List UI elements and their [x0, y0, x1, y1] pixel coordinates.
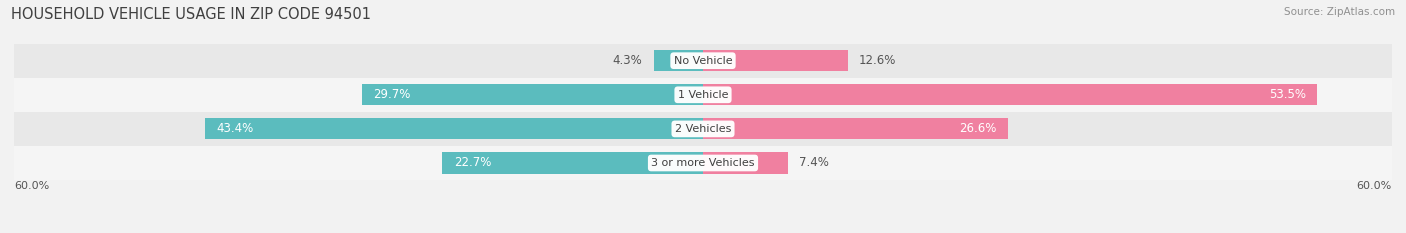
Bar: [703, 152, 787, 174]
Bar: [703, 50, 848, 71]
Bar: [14, 146, 1392, 180]
Text: 12.6%: 12.6%: [859, 54, 897, 67]
Text: No Vehicle: No Vehicle: [673, 56, 733, 66]
Bar: [14, 112, 1392, 146]
Legend: Owner-occupied, Renter-occupied: Owner-occupied, Renter-occupied: [578, 230, 828, 233]
Bar: [703, 118, 1008, 140]
Bar: [14, 44, 1392, 78]
Text: 4.3%: 4.3%: [613, 54, 643, 67]
Text: 60.0%: 60.0%: [14, 181, 49, 191]
Text: 43.4%: 43.4%: [217, 122, 253, 135]
Text: 7.4%: 7.4%: [800, 157, 830, 169]
Text: 3 or more Vehicles: 3 or more Vehicles: [651, 158, 755, 168]
Bar: [703, 84, 1317, 105]
Text: 1 Vehicle: 1 Vehicle: [678, 90, 728, 100]
Text: 29.7%: 29.7%: [374, 88, 411, 101]
Text: HOUSEHOLD VEHICLE USAGE IN ZIP CODE 94501: HOUSEHOLD VEHICLE USAGE IN ZIP CODE 9450…: [11, 7, 371, 22]
Text: 26.6%: 26.6%: [959, 122, 997, 135]
Text: 60.0%: 60.0%: [1357, 181, 1392, 191]
Text: Source: ZipAtlas.com: Source: ZipAtlas.com: [1284, 7, 1395, 17]
Text: 22.7%: 22.7%: [454, 157, 491, 169]
Bar: [205, 118, 703, 140]
Text: 53.5%: 53.5%: [1268, 88, 1306, 101]
Bar: [14, 78, 1392, 112]
Bar: [443, 152, 703, 174]
Bar: [654, 50, 703, 71]
Bar: [361, 84, 703, 105]
Text: 2 Vehicles: 2 Vehicles: [675, 124, 731, 134]
